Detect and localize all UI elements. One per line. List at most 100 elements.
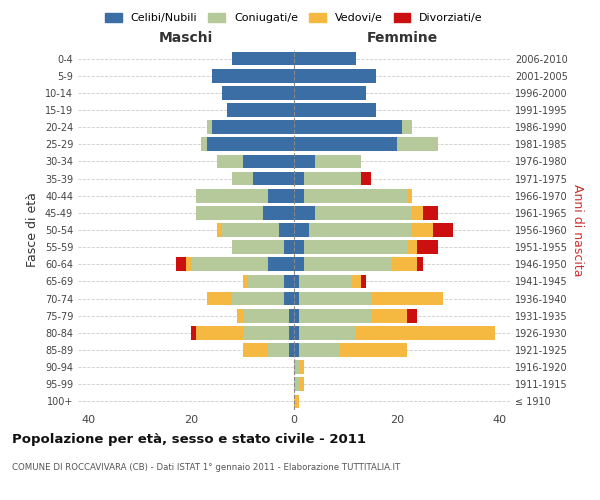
Bar <box>299 343 340 357</box>
Bar <box>268 343 289 357</box>
Text: COMUNE DI ROCCAVIVARA (CB) - Dati ISTAT 1° gennaio 2011 - Elaborazione TUTTITALI: COMUNE DI ROCCAVIVARA (CB) - Dati ISTAT … <box>12 462 400 471</box>
Bar <box>397 138 438 151</box>
Bar <box>294 309 299 322</box>
Y-axis label: Anni di nascita: Anni di nascita <box>571 184 584 276</box>
Bar <box>202 138 206 151</box>
Bar <box>278 223 294 237</box>
Bar <box>294 326 299 340</box>
Bar <box>304 172 361 185</box>
Bar <box>232 240 284 254</box>
Bar <box>299 292 371 306</box>
Bar <box>407 240 418 254</box>
Bar <box>371 292 443 306</box>
Bar <box>268 189 294 202</box>
Bar <box>289 343 294 357</box>
Text: Popolazione per età, sesso e stato civile - 2011: Popolazione per età, sesso e stato civil… <box>12 432 366 446</box>
Bar <box>304 258 392 271</box>
Legend: Celibi/Nubili, Coniugati/e, Vedovi/e, Divorziati/e: Celibi/Nubili, Coniugati/e, Vedovi/e, Di… <box>101 8 487 28</box>
Bar <box>196 206 263 220</box>
Bar <box>356 326 494 340</box>
Bar <box>299 309 371 322</box>
Bar <box>294 360 299 374</box>
Text: Femmine: Femmine <box>367 31 437 45</box>
Bar <box>284 292 294 306</box>
Bar <box>268 258 294 271</box>
Bar <box>206 138 294 151</box>
Bar <box>242 343 268 357</box>
Bar <box>196 326 242 340</box>
Bar <box>289 309 294 322</box>
Bar <box>253 172 294 185</box>
Bar <box>238 309 242 322</box>
Bar <box>294 86 366 100</box>
Bar <box>294 258 304 271</box>
Bar <box>310 223 412 237</box>
Bar <box>196 189 268 202</box>
Bar <box>263 206 294 220</box>
Bar <box>294 343 299 357</box>
Bar <box>294 206 314 220</box>
Bar <box>314 154 361 168</box>
Bar <box>433 223 454 237</box>
Bar <box>361 172 371 185</box>
Bar <box>418 240 438 254</box>
Bar <box>227 103 294 117</box>
Bar <box>299 378 304 391</box>
Bar <box>284 274 294 288</box>
Bar <box>212 120 294 134</box>
Bar <box>294 138 397 151</box>
Bar <box>407 309 418 322</box>
Bar <box>407 189 412 202</box>
Bar <box>412 206 422 220</box>
Bar <box>294 378 299 391</box>
Bar <box>304 240 407 254</box>
Bar <box>294 394 299 408</box>
Bar <box>294 120 402 134</box>
Bar <box>222 223 278 237</box>
Bar <box>217 154 242 168</box>
Bar <box>289 326 294 340</box>
Bar <box>248 274 284 288</box>
Bar <box>314 206 412 220</box>
Bar <box>299 274 350 288</box>
Bar <box>402 120 412 134</box>
Bar <box>191 326 196 340</box>
Bar <box>186 258 191 271</box>
Bar <box>294 154 314 168</box>
Bar <box>232 172 253 185</box>
Bar <box>176 258 186 271</box>
Bar <box>242 326 289 340</box>
Bar <box>222 86 294 100</box>
Bar <box>284 240 294 254</box>
Bar <box>242 154 294 168</box>
Bar <box>392 258 418 271</box>
Bar <box>294 172 304 185</box>
Bar <box>191 258 268 271</box>
Bar <box>422 206 438 220</box>
Bar <box>232 52 294 66</box>
Bar <box>242 309 289 322</box>
Bar <box>294 274 299 288</box>
Bar <box>294 69 376 82</box>
Bar <box>206 120 212 134</box>
Bar <box>350 274 361 288</box>
Text: Maschi: Maschi <box>159 31 213 45</box>
Bar <box>206 292 232 306</box>
Bar <box>371 309 407 322</box>
Bar <box>294 189 304 202</box>
Bar <box>294 292 299 306</box>
Bar <box>294 223 310 237</box>
Bar <box>294 103 376 117</box>
Bar <box>418 258 422 271</box>
Bar <box>299 326 356 340</box>
Bar <box>232 292 284 306</box>
Bar <box>217 223 222 237</box>
Bar <box>294 240 304 254</box>
Bar <box>212 69 294 82</box>
Y-axis label: Fasce di età: Fasce di età <box>26 192 39 268</box>
Bar <box>242 274 248 288</box>
Bar <box>361 274 366 288</box>
Bar <box>294 52 356 66</box>
Bar <box>340 343 407 357</box>
Bar <box>412 223 433 237</box>
